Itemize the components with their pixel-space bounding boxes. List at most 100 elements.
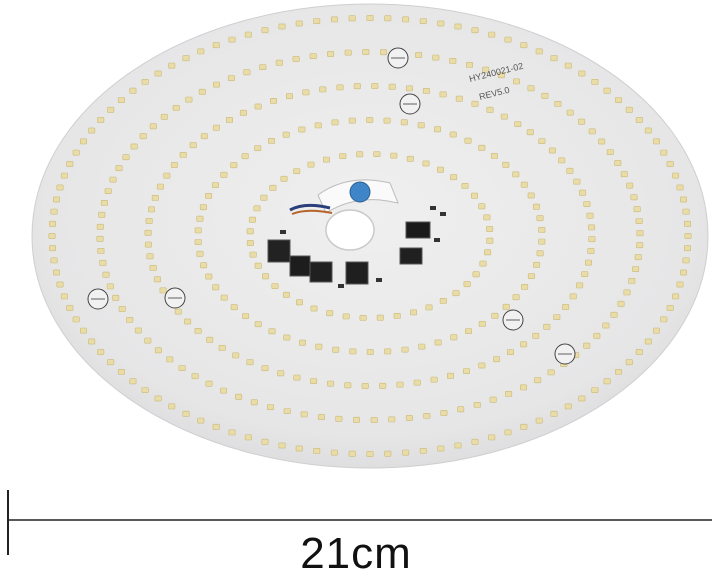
led-chip (154, 70, 162, 77)
led-chip (672, 172, 680, 179)
led-chip (151, 195, 159, 201)
led-chip (366, 451, 374, 457)
led-chip (437, 445, 445, 452)
led-chip (96, 235, 104, 242)
led-chip (330, 16, 338, 23)
led-chip (326, 310, 334, 317)
led-chip (154, 395, 162, 402)
led-chip (199, 204, 207, 211)
led-chip (259, 64, 267, 70)
led-chip (486, 106, 494, 113)
led-chip (198, 88, 206, 95)
led-chip (115, 165, 123, 172)
led-chip (502, 161, 510, 168)
led-chip (271, 283, 279, 289)
led-chip (452, 290, 460, 297)
led-chip (578, 118, 586, 125)
led-chip (97, 248, 105, 254)
led-chip (417, 122, 425, 129)
led-chip (249, 251, 257, 258)
led-chip (591, 79, 599, 85)
capacitor (349, 181, 371, 203)
led-chip (88, 338, 96, 345)
led-chip (227, 75, 235, 81)
led-chip (269, 98, 277, 104)
led-chip (134, 327, 142, 334)
led-chip (586, 212, 594, 219)
led-chip (317, 414, 325, 420)
led-chip (342, 313, 350, 320)
led-chip (533, 261, 541, 268)
led-chip (454, 442, 462, 449)
center-hole (325, 209, 375, 251)
led-chip (322, 156, 330, 163)
led-chip (327, 51, 335, 57)
led-chip (478, 144, 486, 151)
led-chip (564, 403, 572, 410)
led-chip (425, 304, 433, 311)
led-chip (388, 416, 396, 423)
led-chip (106, 283, 114, 290)
led-chip (384, 450, 392, 457)
led-chip (243, 69, 251, 76)
led-chip (603, 87, 611, 94)
mounting-hole (554, 343, 576, 365)
led-chip (676, 184, 684, 191)
led-chip (145, 218, 153, 224)
led-chip (538, 238, 546, 245)
led-chip (541, 92, 549, 99)
led-chip (184, 318, 192, 325)
led-chip (463, 281, 471, 288)
led-chip (628, 277, 636, 284)
led-chip (313, 447, 321, 454)
led-chip (432, 54, 440, 61)
led-chip (146, 253, 154, 260)
led-chip (450, 334, 458, 341)
led-chip (56, 184, 64, 191)
led-chip (598, 138, 606, 145)
led-chip (185, 96, 193, 103)
led-chip (220, 171, 228, 178)
led-chip (220, 387, 228, 394)
resistor (430, 206, 436, 210)
led-chip (446, 372, 454, 379)
led-chip (314, 122, 322, 129)
led-chip (615, 97, 623, 103)
led-chip (48, 220, 56, 227)
led-chip (359, 314, 367, 321)
led-chip (295, 299, 303, 306)
led-chip (205, 380, 213, 387)
led-chip (98, 211, 106, 218)
led-chip (275, 59, 283, 66)
led-chip (102, 271, 110, 278)
led-chip (409, 309, 417, 316)
led-chip (168, 403, 176, 410)
led-chip (488, 31, 496, 38)
led-chip (626, 182, 634, 189)
led-chip (634, 254, 642, 261)
led-chip (471, 100, 479, 107)
led-chip (512, 171, 520, 178)
led-chip (244, 434, 252, 441)
led-chip (348, 450, 356, 457)
led-chip (178, 365, 186, 371)
led-chip (282, 291, 290, 298)
led-chip (117, 97, 125, 103)
led-chip (170, 162, 178, 168)
led-chip (278, 442, 286, 449)
led-chip (283, 408, 291, 414)
led-chip (163, 172, 171, 179)
led-chip (579, 189, 587, 196)
led-rings (48, 15, 692, 457)
led-chip (88, 127, 96, 134)
led-chip (578, 395, 586, 402)
led-chip (80, 138, 88, 145)
led-chip (332, 346, 340, 353)
led-chip (505, 390, 513, 397)
led-chip (383, 117, 391, 124)
led-chip (462, 368, 470, 374)
led-chip (536, 250, 544, 257)
led-chip (562, 304, 570, 310)
led-chip (683, 245, 691, 252)
led-chip (379, 49, 387, 56)
